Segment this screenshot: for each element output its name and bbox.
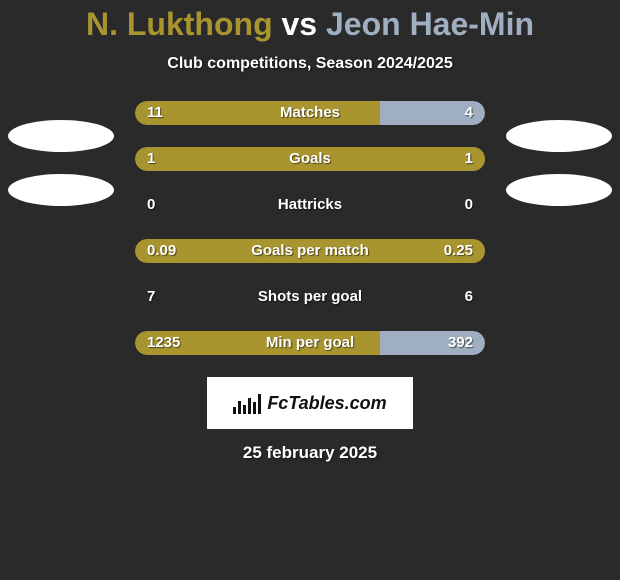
right-value: 6 (465, 285, 473, 309)
stat-label: Goals per match (251, 239, 369, 263)
right-value: 0.25 (444, 239, 473, 263)
stat-row: 1 1 Goals (135, 147, 485, 171)
stat-label: Matches (280, 101, 340, 125)
page-title: N. Lukthong vs Jeon Hae-Min (0, 6, 620, 43)
player1-name: N. Lukthong (86, 6, 273, 42)
right-value: 0 (465, 193, 473, 217)
stat-row: 7 6 Shots per goal (135, 285, 485, 309)
avatar-placeholder (506, 120, 612, 152)
avatar-placeholder (8, 120, 114, 152)
stat-row: 1235 392 Min per goal (135, 331, 485, 355)
logo-text: FcTables.com (267, 393, 386, 414)
left-value: 0 (147, 193, 155, 217)
left-value: 7 (147, 285, 155, 309)
stat-label: Goals (289, 147, 331, 171)
left-value: 0.09 (147, 239, 176, 263)
stat-label: Shots per goal (258, 285, 362, 309)
stat-row: 11 4 Matches (135, 101, 485, 125)
subtitle: Club competitions, Season 2024/2025 (0, 55, 620, 73)
right-value: 392 (448, 331, 473, 355)
left-value: 11 (147, 101, 163, 125)
comparison-infographic: N. Lukthong vs Jeon Hae-Min Club competi… (0, 0, 620, 580)
left-value: 1 (147, 147, 155, 171)
stat-row: 0.09 0.25 Goals per match (135, 239, 485, 263)
avatar-placeholder (8, 174, 114, 206)
right-value: 4 (465, 101, 473, 125)
site-logo: FcTables.com (207, 377, 413, 429)
left-value: 1235 (147, 331, 180, 355)
date-label: 25 february 2025 (0, 443, 620, 463)
stat-label: Min per goal (266, 331, 354, 355)
avatar-placeholder (506, 174, 612, 206)
vs-label: vs (282, 6, 318, 42)
stat-label: Hattricks (278, 193, 342, 217)
stats-rows: 114Matches11Goals00Hattricks0.090.25Goal… (135, 101, 485, 355)
stat-row: 0 0 Hattricks (135, 193, 485, 217)
right-value: 1 (465, 147, 473, 171)
player2-name: Jeon Hae-Min (326, 6, 534, 42)
logo-bars-icon (233, 392, 261, 414)
left-fill (135, 101, 380, 125)
